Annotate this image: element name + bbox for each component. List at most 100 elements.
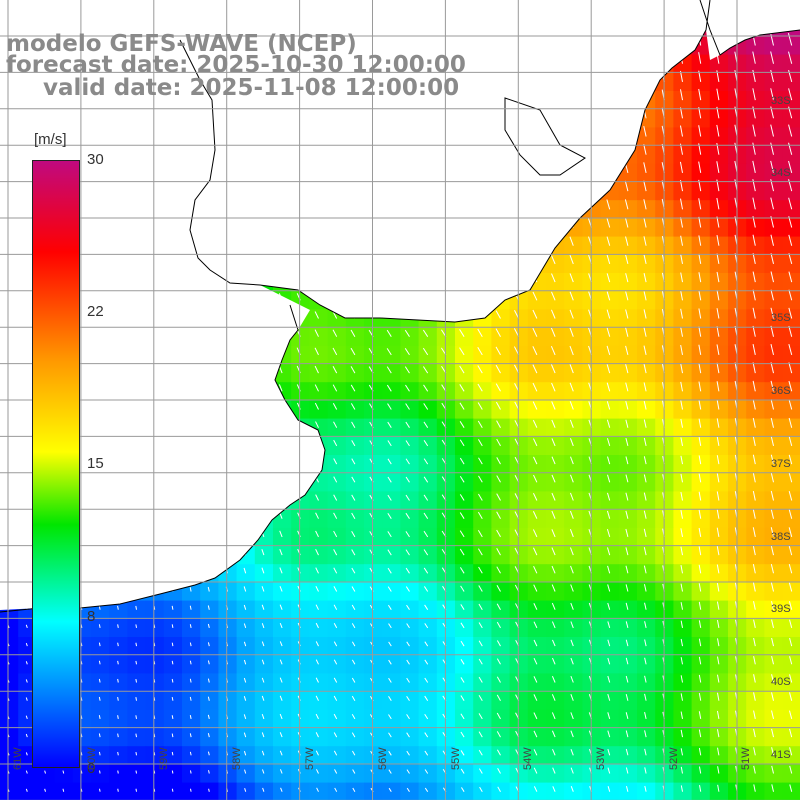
field-cell: [418, 691, 438, 711]
field-cell: [273, 673, 292, 693]
wind-arrow: [698, 216, 702, 228]
wind-arrow: [243, 623, 247, 629]
field-cell: [746, 455, 765, 474]
wind-arrow: [171, 696, 174, 701]
field-cell: [254, 655, 274, 674]
wind-arrow: [459, 512, 465, 519]
field-cell: [291, 364, 310, 383]
wind-arrow: [788, 271, 793, 283]
field-cell: [364, 418, 383, 438]
field-cell: [109, 673, 128, 693]
field-cell: [364, 582, 383, 602]
wind-arrow: [607, 602, 611, 610]
wind-arrow: [477, 383, 483, 392]
field-cell: [491, 527, 511, 547]
wind-arrow: [551, 694, 556, 701]
wind-arrow: [424, 750, 429, 756]
field-cell: [527, 345, 547, 365]
field-cell: [309, 564, 329, 583]
wind-arrow: [386, 348, 392, 356]
field-cell: [527, 291, 547, 310]
wind-arrow: [459, 384, 465, 392]
wind-arrow: [98, 715, 101, 719]
field-cell: [691, 728, 711, 747]
field-cell: [600, 436, 620, 456]
wind-arrow: [495, 346, 501, 356]
field-cell: [673, 254, 693, 274]
wind-arrow: [570, 748, 574, 756]
wind-arrow: [351, 586, 356, 592]
wind-arrow: [625, 528, 629, 538]
wind-arrow: [117, 624, 119, 628]
wind-arrow: [405, 549, 410, 556]
wind-arrow: [550, 364, 556, 374]
field-cell: [309, 509, 329, 529]
field-cell: [618, 582, 638, 602]
wind-arrow: [680, 638, 683, 647]
field-cell: [145, 618, 165, 638]
wind-arrow: [606, 419, 611, 428]
wind-arrow: [752, 527, 756, 538]
wind-arrow: [422, 366, 429, 374]
field-cell: [364, 764, 383, 784]
wind-arrow: [314, 329, 319, 337]
field-cell: [691, 655, 711, 674]
wind-arrow: [351, 421, 356, 428]
wind-arrow: [569, 273, 574, 283]
wind-arrow: [25, 733, 28, 738]
field-cell: [673, 691, 693, 711]
wind-arrow: [625, 474, 629, 483]
wind-arrow: [334, 787, 338, 792]
field-cell: [455, 418, 474, 438]
wind-arrow: [770, 142, 774, 155]
lat-label: 41S: [771, 749, 791, 761]
wind-arrow: [98, 660, 101, 665]
field-cell: [218, 618, 238, 638]
wind-arrow: [478, 457, 483, 465]
wind-arrow: [771, 747, 774, 756]
field-cell: [709, 182, 729, 201]
wind-arrow: [625, 254, 629, 265]
wind-arrow: [135, 751, 137, 756]
wind-arrow: [643, 272, 647, 283]
field-cell: [509, 764, 529, 784]
wind-arrow: [644, 730, 647, 738]
field-cell: [618, 564, 638, 583]
wind-arrow: [279, 604, 283, 610]
field-cell: [782, 618, 800, 638]
field-cell: [782, 691, 800, 711]
field-cell: [637, 200, 656, 219]
wind-arrow: [261, 641, 265, 647]
field-cell: [637, 618, 656, 638]
field-cell: [364, 655, 383, 674]
field-cell: [782, 236, 800, 256]
wind-arrow: [606, 382, 611, 392]
field-cell: [673, 473, 693, 492]
field-cell: [455, 345, 474, 365]
field-cell: [491, 418, 511, 438]
wind-arrow: [244, 769, 247, 774]
field-cell: [327, 673, 347, 693]
wind-arrow: [388, 623, 392, 629]
field-cell: [582, 382, 602, 401]
wind-arrow: [315, 622, 319, 629]
wind-arrow: [788, 545, 793, 556]
field-cell: [364, 746, 383, 765]
field-cell: [618, 345, 638, 365]
field-cell: [109, 764, 128, 784]
field-cell: [473, 618, 492, 638]
field-cell: [673, 746, 693, 765]
field-cell: [764, 218, 784, 238]
field-cell: [182, 709, 201, 729]
wind-arrow: [569, 254, 574, 265]
field-cell: [618, 691, 638, 711]
field-cell: [564, 527, 583, 547]
wind-arrow: [424, 623, 429, 629]
wind-arrow: [496, 493, 501, 501]
wind-arrow: [135, 788, 137, 792]
wind-arrow: [171, 605, 174, 610]
field-cell: [782, 163, 800, 183]
wind-arrow: [333, 439, 338, 447]
field-cell: [509, 637, 529, 656]
